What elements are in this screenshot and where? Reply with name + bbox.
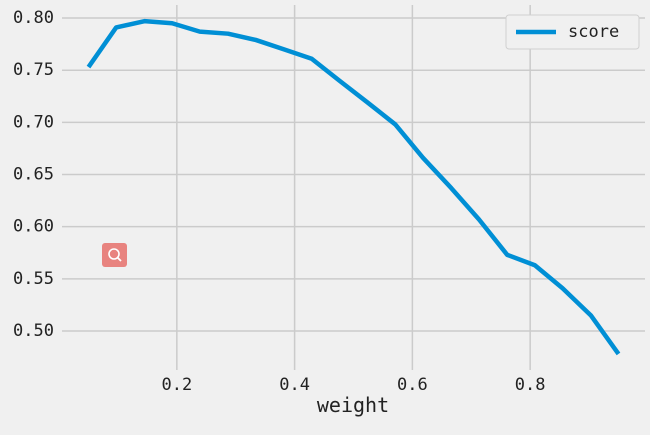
zoom-icon[interactable] <box>102 243 127 267</box>
legend-label: score <box>568 22 619 42</box>
y-tick-label: 0.65 <box>13 165 54 185</box>
x-tick-label: 0.8 <box>515 375 546 395</box>
y-tick-label: 0.75 <box>13 60 54 80</box>
x-axis-label: weight <box>317 393 389 417</box>
y-tick-label: 0.50 <box>13 321 54 341</box>
grid <box>62 5 645 370</box>
y-tick-label: 0.70 <box>13 112 54 132</box>
legend-box <box>505 14 640 50</box>
legend: score <box>505 14 640 50</box>
x-tick-label: 0.6 <box>397 375 428 395</box>
y-tick-label: 0.55 <box>13 269 54 289</box>
x-tick-label: 0.2 <box>161 375 192 395</box>
y-tick-label: 0.60 <box>13 217 54 237</box>
y-tick-label: 0.80 <box>13 8 54 28</box>
marks <box>86 18 621 356</box>
x-tick-label: 0.4 <box>279 375 310 395</box>
data-line <box>86 18 621 356</box>
